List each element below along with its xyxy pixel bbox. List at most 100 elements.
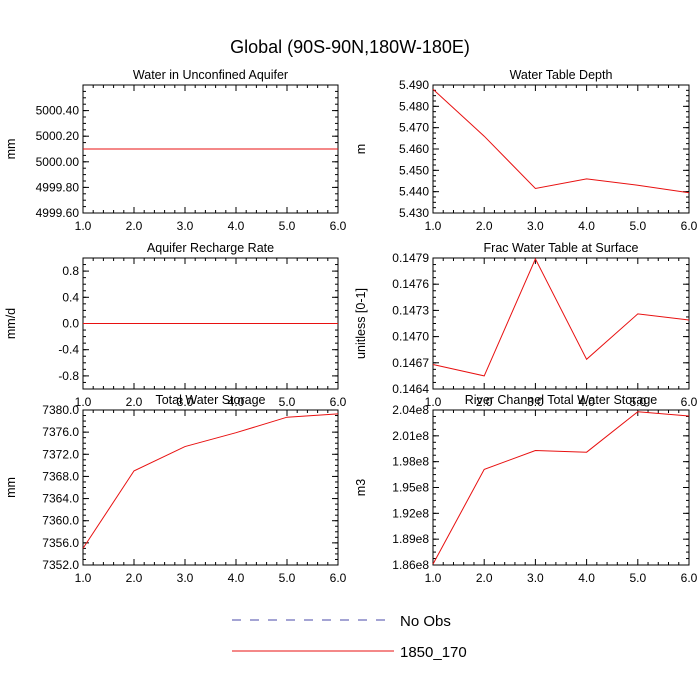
x-tick-label: 2.0 <box>476 571 493 585</box>
y-tick-label: 1.95e8 <box>392 481 429 495</box>
x-tick-label: 3.0 <box>527 395 544 409</box>
y-tick-label: 7372.0 <box>42 447 79 461</box>
x-tick-label: 3.0 <box>177 571 194 585</box>
y-tick-label: 7360.0 <box>42 514 79 528</box>
figure-title: Global (90S-90N,180W-180E) <box>230 37 470 57</box>
y-tick-label: 5.480 <box>399 99 429 113</box>
y-tick-label: 1.92e8 <box>392 506 429 520</box>
y-tick-label: 2.01e8 <box>392 429 429 443</box>
x-tick-label: 2.0 <box>476 219 493 233</box>
y-tick-label: 0.8 <box>62 264 79 278</box>
y-tick-label: 5.430 <box>399 206 429 220</box>
plot-frame <box>432 409 690 566</box>
y-tick-label: 0.1467 <box>392 356 429 370</box>
x-tick-label: 3.0 <box>527 571 544 585</box>
x-tick-label: 6.0 <box>681 219 698 233</box>
y-tick-label: 0.0 <box>62 317 79 331</box>
chart-title: Frac Water Table at Surface <box>484 241 639 255</box>
series-line-1850-170 <box>82 413 339 549</box>
y-tick-label: 5.460 <box>399 142 429 156</box>
y-axis-label: mm <box>4 477 18 498</box>
x-tick-label: 2.0 <box>126 395 143 409</box>
x-tick-label: 4.0 <box>578 395 595 409</box>
y-tick-label: 1.86e8 <box>392 558 429 572</box>
y-tick-label: 5.450 <box>399 163 429 177</box>
y-tick-label: 0.1476 <box>392 277 429 291</box>
y-tick-label: 5000.40 <box>36 104 80 118</box>
x-tick-label: 1.0 <box>425 219 442 233</box>
y-tick-label: 5.470 <box>399 121 429 135</box>
x-tick-label: 1.0 <box>425 571 442 585</box>
x-tick-label: 6.0 <box>681 571 698 585</box>
plot-frame <box>82 409 339 566</box>
x-tick-label: 3.0 <box>177 395 194 409</box>
y-tick-label: 2.04e8 <box>392 403 429 417</box>
x-tick-label: 2.0 <box>126 571 143 585</box>
series-line-1850-170 <box>432 411 690 565</box>
x-tick-label: 6.0 <box>330 395 347 409</box>
y-tick-label: 7352.0 <box>42 558 79 572</box>
y-axis-label: m3 <box>354 479 368 496</box>
y-tick-label: 0.1470 <box>392 330 429 344</box>
x-tick-label: 3.0 <box>177 219 194 233</box>
x-tick-label: 5.0 <box>279 395 296 409</box>
chart-title: River Channel Total Water Storage <box>465 393 658 407</box>
y-tick-label: 1.89e8 <box>392 532 429 546</box>
chart-panel-2: Water Table Depth m 1.0 2.0 3.0 4.0 5.0 6.0 5.43… <box>354 68 698 233</box>
series-line-1850-170 <box>432 257 690 377</box>
chart-title: Aquifer Recharge Rate <box>147 241 274 255</box>
y-axis-label: mm/d <box>4 308 18 339</box>
x-tick-label: 6.0 <box>681 395 698 409</box>
legend: No Obs 1850_170 <box>232 613 467 661</box>
y-tick-label: 7368.0 <box>42 469 79 483</box>
x-tick-label: 4.0 <box>578 571 595 585</box>
x-tick-label: 1.0 <box>75 219 92 233</box>
y-tick-label: 0.1464 <box>392 382 429 396</box>
x-tick-label: 5.0 <box>629 219 646 233</box>
x-tick-label: 3.0 <box>527 219 544 233</box>
legend-label-no-obs: No Obs <box>400 613 451 630</box>
x-tick-label: 5.0 <box>629 395 646 409</box>
plot-frame <box>432 257 690 390</box>
x-tick-label: 1.0 <box>75 571 92 585</box>
y-tick-label: 0.4 <box>62 290 79 304</box>
plot-frame <box>432 84 690 214</box>
x-tick-label: 5.0 <box>279 571 296 585</box>
y-tick-label: 7380.0 <box>42 403 79 417</box>
x-tick-label: 4.0 <box>228 219 245 233</box>
chart-panel-1: Water in Unconfined Aquifer mm 1.0 2.0 3.0 4.… <box>4 68 347 233</box>
y-tick-label: 5.440 <box>399 185 429 199</box>
chart-title: Water Table Depth <box>510 68 613 82</box>
y-tick-label: 5000.00 <box>36 155 80 169</box>
x-tick-label: 1.0 <box>75 395 92 409</box>
y-axis-label: mm <box>4 139 18 160</box>
x-tick-label: 4.0 <box>228 395 245 409</box>
chart-panel-3: Aquifer Recharge Rate mm/d 1.0 2.0 3.0 4.0 5.0… <box>4 241 347 409</box>
y-tick-label: 7356.0 <box>42 536 79 550</box>
chart-panel-4: Frac Water Table at Surface unitless [0-1… <box>354 241 698 409</box>
y-tick-label: 0.1479 <box>392 251 429 265</box>
x-tick-label: 5.0 <box>279 219 296 233</box>
chart-title: Water in Unconfined Aquifer <box>133 68 288 82</box>
y-tick-label: 4999.80 <box>36 180 80 194</box>
y-tick-label: 4999.60 <box>36 206 80 220</box>
y-axis-label: unitless [0-1] <box>354 288 368 359</box>
y-tick-label: 5000.20 <box>36 129 80 143</box>
y-tick-label: -0.8 <box>58 369 79 383</box>
y-tick-label: 7364.0 <box>42 492 79 506</box>
panels: Water in Unconfined Aquifer mm 1.0 2.0 3.0 4.… <box>4 68 698 585</box>
series-line-1850-170 <box>432 88 690 194</box>
x-tick-label: 4.0 <box>228 571 245 585</box>
y-tick-label: -0.4 <box>58 343 79 357</box>
x-tick-label: 6.0 <box>330 219 347 233</box>
y-tick-label: 1.98e8 <box>392 455 429 469</box>
chart-panel-6: River Channel Total Water Storage m3 1.0 2.… <box>354 393 698 585</box>
y-axis-label: m <box>354 144 368 154</box>
x-tick-label: 5.0 <box>629 571 646 585</box>
y-tick-label: 7376.0 <box>42 425 79 439</box>
y-tick-label: 0.1473 <box>392 303 429 317</box>
x-tick-label: 2.0 <box>476 395 493 409</box>
x-tick-label: 4.0 <box>578 219 595 233</box>
y-tick-label: 5.490 <box>399 78 429 92</box>
